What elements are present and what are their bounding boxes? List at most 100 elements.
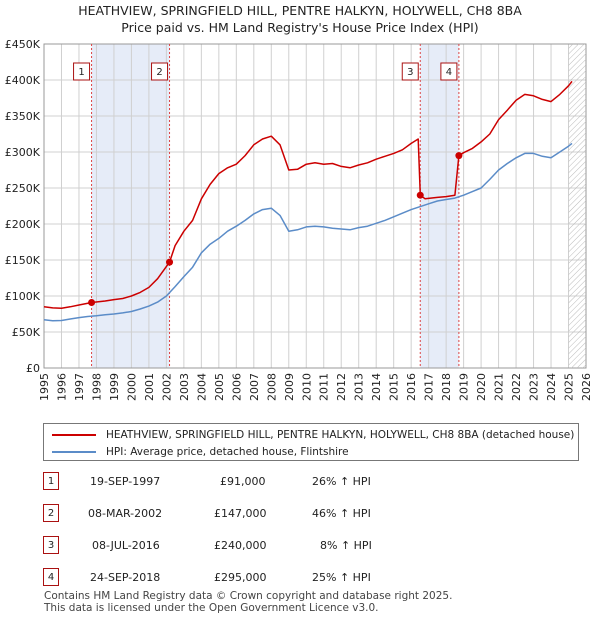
x-tick-label: 2011	[318, 373, 331, 401]
legend-label-hpi: HPI: Average price, detached house, Flin…	[106, 446, 349, 458]
series-lines	[43, 80, 573, 322]
x-tick-label: 2024	[545, 373, 558, 401]
y-tick-label: £150K	[5, 254, 41, 267]
footer-licence: This data is licensed under the Open Gov…	[44, 602, 379, 614]
y-tick-label: £250K	[5, 182, 41, 195]
table-row: 3 08-JUL-2016 £240,000 8% ↑ HPI	[40, 536, 460, 556]
x-tick-label: 2007	[248, 373, 261, 401]
x-tick-label: 2005	[213, 373, 226, 401]
x-tick-label: 2000	[125, 373, 138, 401]
sale-label-box	[401, 62, 419, 81]
sale-hpi: 8% ↑ HPI	[320, 539, 372, 552]
sale-point	[416, 191, 424, 199]
table-row: 2 08-MAR-2002 £147,000 46% ↑ HPI	[40, 504, 460, 524]
sale-point	[88, 298, 96, 306]
forecast-region	[568, 44, 586, 368]
legend-item-hpi: HPI: Average price, detached house, Flin…	[52, 444, 349, 460]
x-tick-label: 2001	[143, 373, 156, 401]
y-tick-label: £350K	[5, 110, 41, 123]
sale-label: 4	[446, 67, 452, 78]
sale-date: 08-JUL-2016	[92, 539, 160, 552]
sale-label-box	[73, 62, 91, 81]
sale-date: 08-MAR-2002	[88, 507, 163, 520]
y-tick-label: £200K	[5, 218, 41, 231]
x-tick-label: 2020	[475, 373, 488, 401]
x-tick-label: 2006	[230, 373, 243, 401]
grid-lines	[43, 43, 587, 369]
x-tick-label: 2002	[160, 373, 173, 401]
x-tick-label: 2026	[580, 373, 593, 401]
forecast-hatch	[568, 44, 586, 368]
sale-price: £295,000	[214, 571, 267, 584]
sale-price: £147,000	[214, 507, 267, 520]
x-tick-label: 1999	[108, 373, 121, 401]
sale-label-box	[151, 62, 169, 81]
x-tick-label: 1998	[90, 373, 103, 401]
sale-point	[166, 258, 174, 266]
table-row: 1 19-SEP-1997 £91,000 26% ↑ HPI	[40, 472, 460, 492]
sale-number-badge: 3	[43, 536, 59, 554]
title-line-2: Price paid vs. HM Land Registry's House …	[121, 20, 479, 35]
sale-label-box	[440, 62, 458, 81]
y-tick-label: £50K	[12, 326, 41, 339]
sale-number-badge: 2	[43, 504, 59, 522]
legend-swatch-property	[52, 434, 96, 436]
x-tick-label: 1995	[38, 373, 51, 401]
legend: HEATHVIEW, SPRINGFIELD HILL, PENTRE HALK…	[43, 423, 579, 461]
x-tick-label: 2023	[528, 373, 541, 401]
x-tick-label: 2025	[563, 373, 576, 401]
x-tick-label: 1997	[73, 373, 86, 401]
shaded-period	[91, 44, 170, 368]
sale-price: £91,000	[220, 475, 266, 488]
sale-number-badge: 4	[43, 568, 59, 586]
x-tick-label: 2019	[458, 373, 471, 401]
x-tick-label: 2009	[283, 373, 296, 401]
x-axis-ticks: 1995 1996 1997 1998 1999 2000 2001 2002 2003 2004…	[38, 373, 593, 401]
title-line-1: HEATHVIEW, SPRINGFIELD HILL, PENTRE HALK…	[78, 3, 522, 18]
x-tick-label: 2008	[265, 373, 278, 401]
x-tick-label: 2017	[423, 373, 436, 401]
sale-date: 19-SEP-1997	[90, 475, 161, 488]
sale-label: 2	[156, 67, 162, 78]
x-tick-label: 2021	[493, 373, 506, 401]
hpi-line	[43, 142, 573, 322]
property-line	[43, 80, 573, 309]
x-tick-label: 1996	[55, 373, 68, 401]
legend-swatch-hpi	[52, 451, 96, 453]
x-tick-label: 2014	[370, 373, 383, 401]
y-tick-label: £400K	[5, 74, 41, 87]
price-chart: 1 2 3 4 £0 £50K £100K £150K £200K £250K £300K £350…	[5, 38, 593, 401]
x-tick-label: 2004	[195, 373, 208, 401]
sale-hpi: 25% ↑ HPI	[312, 571, 371, 584]
sale-price: £240,000	[214, 539, 267, 552]
sale-label: 3	[407, 67, 413, 78]
sale-shading	[91, 44, 459, 368]
sale-hpi: 46% ↑ HPI	[312, 507, 371, 520]
footer-copyright: Contains HM Land Registry data © Crown c…	[44, 590, 453, 602]
legend-label-property: HEATHVIEW, SPRINGFIELD HILL, PENTRE HALK…	[106, 429, 575, 441]
x-tick-label: 2012	[335, 373, 348, 401]
sale-number-badge: 1	[43, 472, 59, 490]
y-tick-label: £300K	[5, 146, 41, 159]
footer: Contains HM Land Registry data © Crown c…	[44, 590, 452, 614]
y-axis-ticks: £0 £50K £100K £150K £200K £250K £300K £350K £400…	[5, 38, 41, 375]
sale-markers: 1 2 3 4	[73, 62, 463, 306]
y-tick-label: £100K	[5, 290, 41, 303]
sale-hpi: 26% ↑ HPI	[312, 475, 371, 488]
x-tick-label: 2018	[440, 373, 453, 401]
x-tick-label: 2016	[405, 373, 418, 401]
sale-date: 24-SEP-2018	[90, 571, 161, 584]
shaded-period	[420, 44, 459, 368]
y-tick-label: £0	[26, 362, 40, 375]
x-tick-label: 2013	[353, 373, 366, 401]
table-row: 4 24-SEP-2018 £295,000 25% ↑ HPI	[40, 568, 460, 588]
x-tick-label: 2003	[178, 373, 191, 401]
x-tick-label: 2022	[510, 373, 523, 401]
legend-item-property: HEATHVIEW, SPRINGFIELD HILL, PENTRE HALK…	[52, 427, 574, 443]
sale-point	[455, 152, 463, 160]
x-tick-label: 2010	[300, 373, 313, 401]
y-tick-label: £450K	[5, 38, 41, 51]
x-tick-label: 2015	[388, 373, 401, 401]
sale-label: 1	[78, 67, 84, 78]
chart-title: HEATHVIEW, SPRINGFIELD HILL, PENTRE HALK…	[0, 2, 600, 36]
